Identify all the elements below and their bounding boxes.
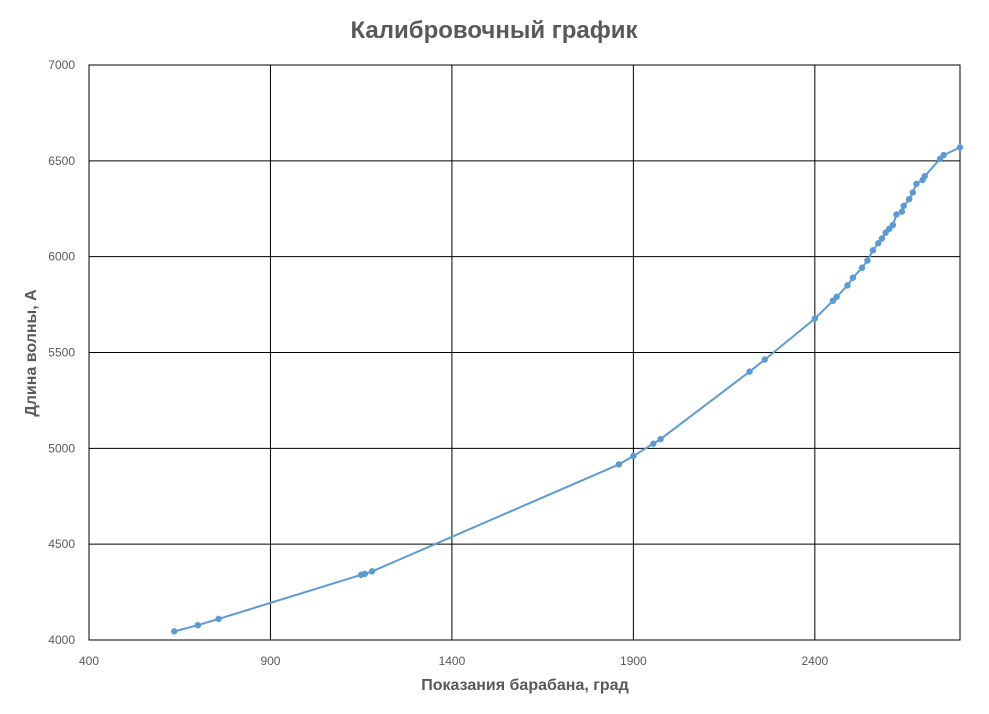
y-tick-label: 7000 — [48, 58, 75, 72]
x-tick-label: 400 — [79, 654, 99, 668]
data-point — [746, 368, 753, 375]
data-point — [858, 264, 866, 272]
data-point — [875, 240, 882, 247]
data-point — [650, 440, 657, 447]
x-tick-label: 900 — [260, 654, 280, 668]
data-point — [921, 172, 929, 180]
data-point — [869, 247, 877, 254]
data-point — [913, 180, 920, 188]
data-point — [657, 435, 664, 443]
data-point — [956, 144, 964, 151]
series-area — [171, 144, 964, 635]
data-point — [368, 568, 376, 575]
data-point — [194, 621, 202, 629]
data-point — [811, 315, 819, 322]
data-point — [905, 195, 913, 203]
data-point — [833, 293, 840, 301]
y-tick-label: 5500 — [48, 346, 75, 360]
x-tick-label: 1400 — [439, 654, 466, 668]
chart-title: Калибровочный график — [350, 17, 638, 44]
y-tick-label: 6000 — [48, 250, 75, 264]
data-point — [940, 151, 947, 159]
data-point — [900, 202, 907, 210]
grid — [88, 64, 961, 641]
data-point — [171, 628, 178, 635]
data-point — [864, 257, 871, 264]
data-point — [849, 274, 857, 281]
y-tick-label: 4500 — [48, 537, 75, 551]
data-point — [893, 211, 900, 218]
data-point — [361, 570, 369, 578]
data-point — [878, 235, 886, 242]
data-point — [898, 208, 906, 215]
y-tick-label: 4000 — [48, 633, 75, 647]
y-tick-label: 5000 — [48, 441, 75, 455]
data-point — [909, 189, 917, 196]
x-axis-title: Показания барабана, град — [421, 677, 628, 694]
data-point — [215, 615, 222, 623]
y-tick-label: 6500 — [48, 154, 75, 168]
data-point — [615, 461, 623, 468]
data-point — [630, 452, 637, 460]
data-point — [761, 356, 769, 363]
x-tick-label: 2400 — [801, 654, 828, 668]
x-tick-label: 1900 — [620, 654, 647, 668]
data-point — [889, 221, 897, 229]
series-line — [173, 146, 961, 633]
y-axis-title: Длина волны, А — [23, 289, 40, 417]
tick-labels: 4000 4500 5000 5500 6000 6500 7000 400 900 1400 19… — [48, 58, 828, 668]
data-point — [844, 282, 851, 289]
series-group — [171, 144, 964, 635]
